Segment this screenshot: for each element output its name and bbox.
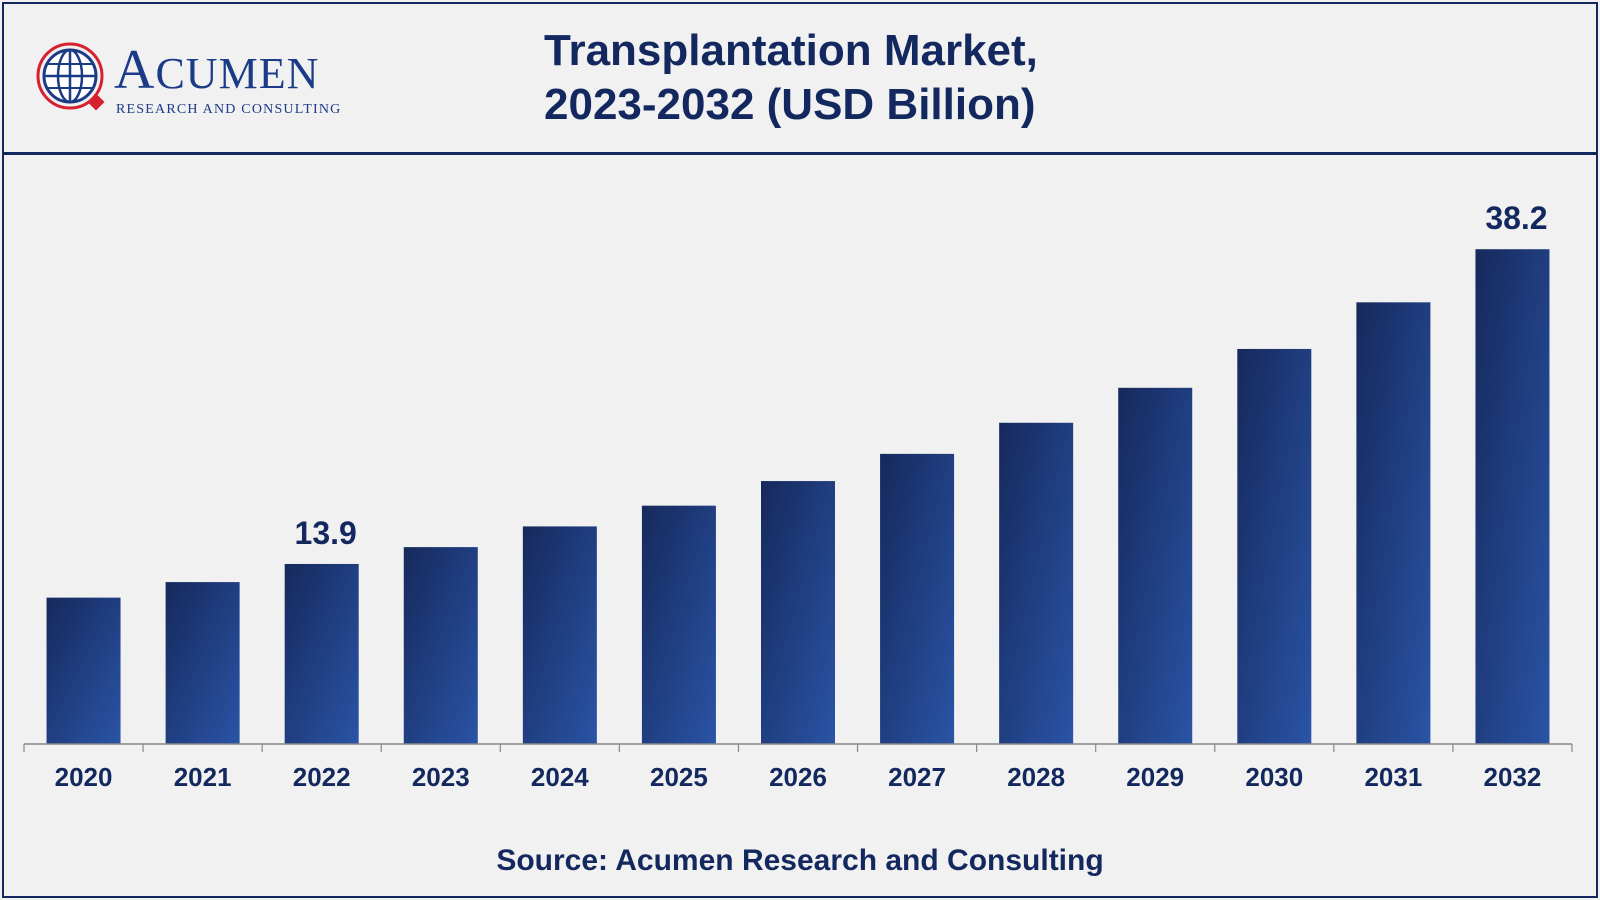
brand-name: ACUMEN <box>114 39 320 101</box>
bar-2023 <box>403 547 478 744</box>
x-tick-label-2028: 2028 <box>1007 762 1065 792</box>
x-tick-label-2021: 2021 <box>174 762 232 792</box>
data-label-2022: 13.9 <box>295 515 357 551</box>
brand-logo: ACUMEN RESEARCH AND CONSULTING <box>32 38 372 124</box>
x-tick-label-2027: 2027 <box>888 762 946 792</box>
x-tick-label-2024: 2024 <box>531 762 589 792</box>
x-tick-label-2026: 2026 <box>769 762 827 792</box>
bar-2030 <box>1237 348 1312 744</box>
x-tick-label-2029: 2029 <box>1126 762 1184 792</box>
x-tick-label-2032: 2032 <box>1484 762 1542 792</box>
chart-title-line1: Transplantation Market, <box>544 26 1038 75</box>
bar-2020 <box>46 597 121 744</box>
bar-2021 <box>165 582 240 744</box>
bar-2022 <box>284 563 359 744</box>
bar-2031 <box>1356 302 1431 744</box>
x-tick-label-2020: 2020 <box>55 762 113 792</box>
x-tick-label-2023: 2023 <box>412 762 470 792</box>
bar-2032 <box>1475 249 1550 744</box>
data-label-2032: 38.2 <box>1485 200 1547 236</box>
chart-title: Transplantation Market, 2023-2032 (USD B… <box>544 24 1038 132</box>
bar-2025 <box>641 505 716 744</box>
bar-2028 <box>999 422 1074 744</box>
globe-icon <box>36 42 105 111</box>
bar-2027 <box>880 453 955 744</box>
x-tick-label-2022: 2022 <box>293 762 351 792</box>
header: ACUMEN RESEARCH AND CONSULTING Transplan… <box>4 4 1596 155</box>
x-tick-label-2025: 2025 <box>650 762 708 792</box>
brand-tagline: RESEARCH AND CONSULTING <box>116 102 342 117</box>
bar-2026 <box>761 481 835 744</box>
x-tick-label-2030: 2030 <box>1245 762 1303 792</box>
x-tick-label-2031: 2031 <box>1364 762 1422 792</box>
bar-2024 <box>522 526 597 744</box>
source-note: Source: Acumen Research and Consulting <box>496 844 1104 877</box>
bar-2029 <box>1118 387 1193 744</box>
chart-title-line2: 2023-2032 (USD Billion) <box>544 80 1036 129</box>
